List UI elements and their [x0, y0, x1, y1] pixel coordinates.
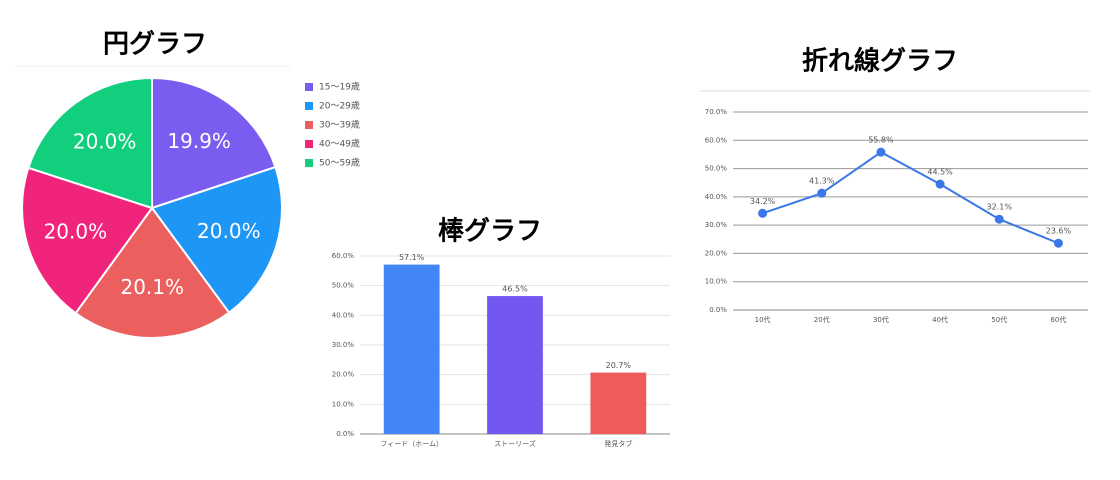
data-label: 20.0%	[197, 219, 261, 243]
data-label: 41.3%	[809, 177, 835, 186]
point	[876, 147, 886, 157]
data-label: 46.5%	[502, 285, 528, 294]
x-tick-label: 20代	[814, 315, 830, 324]
x-tick-label: 30代	[873, 315, 889, 324]
x-tick-label: 60代	[1050, 315, 1066, 324]
y-tick-label: 40.0%	[332, 311, 355, 319]
legend-label: 20〜29歳	[319, 100, 360, 112]
legend-swatch	[305, 159, 313, 167]
x-tick-label: 10代	[755, 315, 771, 324]
pie-slice	[151, 76, 277, 210]
bar	[383, 264, 440, 434]
y-tick-label: 30.0%	[332, 341, 355, 349]
line	[762, 150, 1059, 245]
bar	[590, 372, 647, 434]
y-tick-label: 0.0%	[709, 306, 727, 314]
pie-slice	[74, 206, 231, 339]
legend-swatch	[305, 102, 313, 110]
y-tick-label: 20.0%	[332, 371, 355, 379]
point	[758, 208, 768, 218]
x-tick-label: ストーリーズ	[494, 439, 536, 448]
legend-label: 40〜49歳	[319, 138, 360, 150]
data-label: 20.1%	[120, 275, 184, 299]
point	[817, 188, 827, 198]
legend-label: 30〜39歳	[319, 119, 360, 131]
y-tick-label: 60.0%	[332, 252, 355, 260]
y-tick-label: 60.0%	[705, 136, 728, 144]
data-label: 19.9%	[167, 129, 231, 153]
point	[994, 214, 1004, 224]
x-tick-label: 50代	[991, 315, 1007, 324]
y-tick-label: 10.0%	[332, 400, 355, 408]
point	[1053, 238, 1063, 248]
legend-swatch	[305, 121, 313, 129]
y-tick-label: 20.0%	[705, 249, 728, 257]
pie-slice	[21, 166, 154, 315]
legend-swatch	[305, 83, 313, 91]
y-tick-label: 70.0%	[705, 108, 728, 116]
data-label: 20.0%	[73, 129, 137, 153]
data-label: 34.2%	[750, 197, 776, 206]
y-tick-label: 50.0%	[332, 282, 355, 290]
legend-swatch	[305, 140, 313, 148]
y-tick-label: 10.0%	[705, 278, 728, 286]
x-tick-label: フィード（ホーム）	[380, 440, 443, 448]
y-tick-label: 50.0%	[705, 165, 728, 173]
pie-slice	[150, 165, 283, 315]
y-tick-label: 0.0%	[336, 430, 354, 438]
y-tick-label: 40.0%	[705, 193, 728, 201]
bar	[487, 296, 543, 434]
data-label: 23.6%	[1046, 227, 1072, 236]
legend-label: 15〜19歳	[319, 81, 360, 93]
chart-title: 折れ線グラフ	[802, 46, 958, 77]
data-label: 55.8%	[868, 136, 894, 145]
y-tick-label: 30.0%	[705, 221, 728, 229]
point	[935, 179, 945, 189]
pie-slice	[27, 76, 153, 210]
data-label: 44.5%	[927, 168, 953, 177]
chart-title: 円グラフ	[103, 30, 207, 60]
data-label: 20.0%	[44, 219, 108, 243]
legend-label: 50〜59歳	[319, 157, 360, 169]
data-label: 32.1%	[987, 203, 1013, 212]
x-tick-label: 40代	[932, 315, 948, 324]
chart-title: 棒グラフ	[438, 217, 542, 247]
data-label: 57.1%	[399, 253, 425, 262]
x-tick-label: 発見タブ	[604, 439, 632, 448]
data-label: 20.7%	[606, 361, 632, 370]
